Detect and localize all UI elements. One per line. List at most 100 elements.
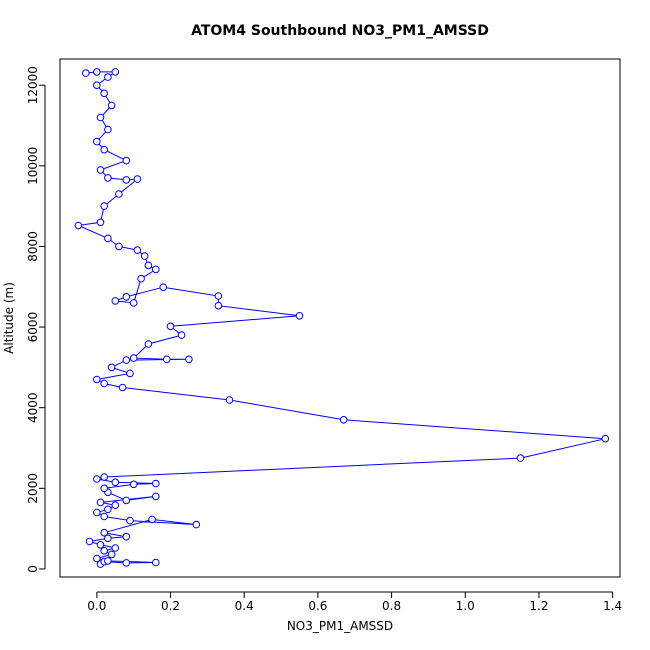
data-point — [295, 312, 304, 320]
data-point — [100, 473, 108, 481]
data-point — [96, 166, 105, 174]
plot-frame — [59, 58, 621, 578]
data-point — [140, 252, 149, 260]
data-point — [516, 454, 525, 462]
data-point — [144, 261, 153, 270]
x-tick-label: 0.2 — [161, 599, 180, 613]
x-tick-label: 0.0 — [87, 599, 106, 613]
x-tick-label: 0.8 — [382, 599, 401, 613]
data-point — [122, 532, 131, 541]
data-point — [133, 175, 142, 183]
data-point — [126, 369, 134, 378]
data-point — [111, 478, 120, 487]
x-tick-label: 1.4 — [603, 599, 622, 613]
data-point — [144, 340, 153, 348]
data-point — [100, 202, 108, 210]
data-point — [225, 396, 234, 404]
data-point — [122, 496, 131, 505]
data-point — [107, 550, 116, 559]
data-point — [192, 520, 201, 529]
chart-title: ATOM4 Southbound NO3_PM1_AMSSD — [191, 23, 489, 39]
data-point — [137, 274, 145, 283]
data-point — [96, 541, 105, 549]
data-point — [129, 299, 138, 307]
data-point — [93, 375, 101, 384]
data-point — [166, 322, 175, 331]
data-point — [100, 89, 108, 98]
data-point — [74, 221, 83, 230]
data-point — [339, 416, 348, 424]
y-tick-label: 4000 — [26, 392, 40, 423]
data-point — [214, 301, 223, 310]
data-point — [185, 355, 193, 364]
data-point — [100, 547, 108, 555]
y-axis-label: Altitude (m) — [2, 282, 16, 354]
data-point — [104, 125, 112, 134]
data-point — [93, 81, 101, 89]
x-tick-label: 1.0 — [456, 599, 475, 613]
data-point — [100, 528, 108, 537]
x-tick-label: 0.4 — [235, 599, 254, 613]
data-point — [93, 475, 101, 483]
data-point — [100, 484, 108, 493]
y-tick-label: 12000 — [26, 66, 40, 104]
data-point — [93, 137, 101, 146]
data-point — [100, 145, 108, 154]
data-point — [111, 297, 120, 305]
data-point — [122, 293, 131, 301]
data-point — [107, 363, 116, 372]
data-point — [93, 508, 101, 517]
data-point — [214, 292, 223, 300]
data-point — [115, 190, 123, 198]
data-point — [96, 113, 105, 122]
data-point — [100, 379, 108, 388]
data-point — [93, 554, 101, 563]
data-point — [129, 354, 138, 362]
data-point — [82, 69, 90, 77]
data-point — [122, 176, 131, 184]
data-point — [104, 73, 112, 81]
data-point — [177, 331, 186, 339]
data-point — [107, 101, 116, 110]
series-layer — [74, 68, 610, 568]
data-point — [129, 480, 138, 489]
data-point — [159, 283, 167, 292]
data-point — [122, 559, 131, 567]
data-point — [152, 479, 160, 488]
x-axis-label: NO3_PM1_AMSSD — [287, 619, 393, 633]
data-point — [115, 242, 123, 251]
y-axis: 0 2000 4000 6000 8000 10000 12000 — [26, 66, 46, 573]
data-point — [152, 492, 160, 501]
data-point — [152, 558, 160, 567]
data-point — [601, 434, 610, 443]
y-tick-label: 8000 — [26, 231, 40, 262]
data-point — [118, 383, 127, 392]
data-point — [104, 174, 112, 182]
data-point — [96, 498, 105, 507]
data-point — [111, 68, 120, 76]
y-tick-label: 0 — [26, 565, 40, 573]
data-point — [100, 512, 108, 521]
data-point — [163, 355, 171, 364]
data-point — [111, 501, 120, 510]
data-point — [111, 544, 120, 552]
x-tick-label: 0.6 — [308, 599, 327, 613]
data-point — [104, 234, 112, 243]
data-point — [126, 516, 134, 525]
data-point — [104, 534, 112, 543]
data-point — [133, 246, 142, 254]
y-tick-label: 10000 — [26, 147, 40, 185]
y-tick-label: 6000 — [26, 312, 40, 343]
data-point — [85, 537, 94, 546]
data-point — [96, 218, 105, 227]
y-tick-label: 2000 — [26, 473, 40, 504]
data-point — [93, 68, 101, 76]
x-axis: 0.0 0.2 0.4 0.6 0.8 1.0 1.2 1.4 — [87, 591, 622, 613]
data-point — [122, 356, 131, 364]
x-tick-label: 1.2 — [529, 599, 548, 613]
data-point — [152, 265, 160, 274]
data-point — [122, 156, 131, 165]
data-point — [104, 557, 112, 565]
